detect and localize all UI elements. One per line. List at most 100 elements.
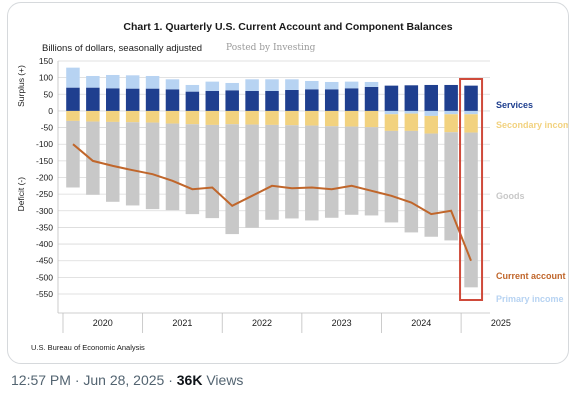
bar-services-2023Q2 — [324, 89, 339, 111]
bar-secondary-income-2023Q1 — [305, 110, 319, 126]
bar-secondary-income-2024Q4 — [444, 114, 458, 133]
bar-goods-2023Q4 — [364, 127, 379, 216]
bar-secondary-income-2021Q2 — [165, 110, 180, 124]
bar-goods-2024Q1 — [384, 130, 399, 223]
bars — [66, 67, 478, 288]
bar-services-2020Q1 — [66, 87, 80, 111]
bar-primary-income-2022Q3 — [265, 79, 279, 91]
bar-primary-income-2021Q2 — [165, 79, 180, 90]
y-tick-label: -300 — [36, 206, 53, 216]
bar-services-2024Q1 — [384, 85, 399, 111]
watermark: Posted by Investing — [226, 43, 316, 53]
bar-primary-income-2021Q3 — [185, 84, 200, 92]
x-axis: 2020 2021 2022 2023 2024 2025 — [58, 312, 511, 333]
highlight-box — [459, 78, 484, 301]
units-label: Billions of dollars, seasonally adjusted — [42, 43, 203, 54]
tweet-timestamp[interactable]: 12:57 PM · Jun 28, 2025 · — [11, 372, 177, 388]
deficit-label: Deficit (-) — [16, 177, 26, 212]
bar-primary-income-2024Q2 — [404, 110, 419, 114]
y-axis: 150 100 50 0 -50 -100 -150 -200 -250 -300 -350 -400… — [36, 56, 59, 313]
bar-goods-2021Q1 — [145, 122, 160, 210]
bar-secondary-income-2020Q2 — [86, 110, 100, 122]
bar-goods-2025Q1 — [464, 132, 478, 288]
bar-primary-income-2023Q3 — [344, 81, 359, 89]
y-tick-label: 50 — [44, 89, 54, 99]
bar-primary-income-2020Q4 — [125, 75, 140, 89]
bar-goods-2020Q3 — [106, 121, 120, 202]
bar-secondary-income-2023Q4 — [364, 110, 379, 128]
view-count: 36K — [176, 372, 203, 388]
bar-primary-income-2023Q4 — [364, 81, 379, 87]
bar-secondary-income-2020Q3 — [106, 110, 120, 122]
bar-secondary-income-2022Q3 — [265, 110, 279, 125]
bar-goods-2024Q3 — [424, 133, 438, 237]
bar-services-2020Q4 — [125, 88, 140, 111]
source-note: U.S. Bureau of Economic Analysis — [31, 343, 145, 352]
bar-primary-income-2021Q4 — [205, 81, 220, 91]
bar-services-2024Q3 — [424, 84, 438, 111]
bar-goods-2021Q2 — [165, 123, 180, 211]
year-label: 2022 — [252, 318, 272, 328]
bar-secondary-income-2021Q4 — [205, 110, 220, 125]
legend-goods: Goods — [496, 191, 525, 201]
current-account-polyline — [72, 143, 472, 262]
bar-secondary-income-2024Q3 — [424, 115, 438, 134]
y-tick-label: -100 — [36, 139, 53, 149]
views-label: Views — [202, 372, 244, 388]
bar-goods-2020Q1 — [66, 120, 80, 188]
bar-services-2022Q3 — [265, 90, 279, 111]
y-tick-label: -150 — [36, 156, 53, 166]
bar-primary-income-2020Q2 — [86, 75, 100, 88]
bar-primary-income-2022Q4 — [285, 79, 299, 90]
bar-secondary-income-2024Q1 — [384, 114, 399, 131]
bar-primary-income-2024Q4 — [444, 110, 458, 115]
y-tick-label: -350 — [36, 222, 53, 232]
bar-services-2022Q4 — [285, 89, 299, 111]
bar-goods-2021Q4 — [205, 124, 220, 219]
bar-services-2022Q2 — [245, 90, 259, 111]
y-tick-label: -200 — [36, 173, 53, 183]
bar-primary-income-2020Q1 — [66, 67, 80, 88]
bar-secondary-income-2021Q3 — [185, 110, 200, 125]
bar-secondary-income-2023Q3 — [344, 110, 359, 127]
tweet-footer: 12:57 PM · Jun 28, 2025 · 36K Views — [11, 372, 243, 388]
bar-primary-income-2020Q3 — [106, 74, 120, 89]
year-label: 2020 — [93, 318, 113, 328]
legend-secondary-income: Secondary income — [496, 120, 568, 130]
bar-primary-income-2025Q1 — [464, 110, 478, 115]
bar-chart: 150 100 50 0 -50 -100 -150 -200 -250 -300 -350 -400… — [16, 56, 568, 333]
chart-card: Chart 1. Quarterly U.S. Current Account … — [7, 2, 569, 364]
bar-primary-income-2024Q3 — [424, 110, 438, 116]
bar-services-2024Q2 — [404, 85, 419, 111]
bar-secondary-income-2023Q2 — [324, 110, 339, 127]
bar-services-2023Q3 — [344, 88, 359, 111]
bar-services-2025Q1 — [464, 85, 478, 111]
bar-services-2024Q4 — [444, 84, 458, 111]
bar-services-2020Q3 — [106, 88, 120, 111]
bar-goods-2020Q4 — [125, 122, 140, 206]
y-tick-label: 150 — [39, 56, 53, 66]
bar-primary-income-2021Q1 — [145, 75, 160, 89]
bar-goods-2024Q4 — [444, 132, 458, 241]
y-tick-label: -50 — [41, 123, 54, 133]
bar-services-2021Q4 — [205, 90, 220, 111]
year-label: 2021 — [172, 318, 192, 328]
bar-primary-income-2023Q2 — [324, 81, 339, 90]
bar-secondary-income-2025Q1 — [464, 114, 478, 133]
bar-goods-2023Q2 — [324, 126, 339, 218]
bar-secondary-income-2020Q1 — [66, 110, 80, 121]
year-label: 2025 — [491, 318, 511, 328]
bar-secondary-income-2024Q2 — [404, 113, 419, 131]
bar-services-2021Q1 — [145, 88, 160, 111]
legend-primary-income: Primary income — [496, 294, 564, 304]
y-tick-label: -250 — [36, 189, 53, 199]
year-label: 2024 — [411, 318, 431, 328]
bar-goods-2022Q3 — [265, 124, 279, 220]
current-account-line — [72, 78, 484, 301]
bar-services-2021Q3 — [185, 91, 200, 111]
bar-secondary-income-2021Q1 — [145, 110, 160, 123]
bar-services-2023Q1 — [305, 89, 319, 111]
legend-current-account: Current account — [496, 271, 566, 281]
bar-primary-income-2022Q2 — [245, 79, 259, 91]
bar-goods-2020Q2 — [86, 121, 100, 195]
